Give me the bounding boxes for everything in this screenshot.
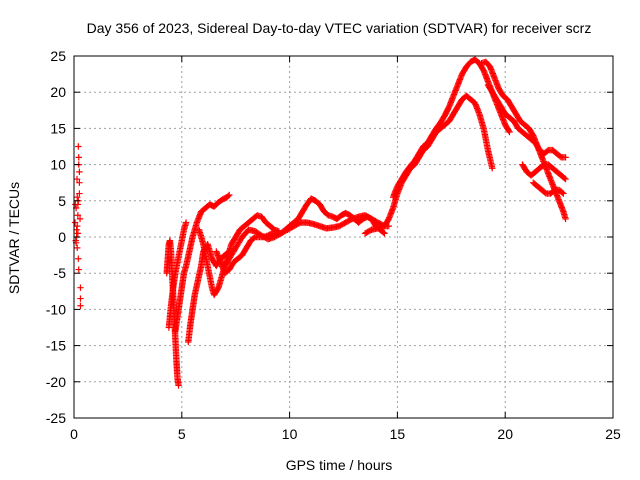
x-tick-label: 0 xyxy=(70,426,78,442)
data-point xyxy=(77,295,84,302)
data-point xyxy=(182,219,190,226)
y-tick-label: -5 xyxy=(54,265,67,281)
data-point xyxy=(71,219,79,226)
data-point xyxy=(72,201,79,208)
y-tick-label: -20 xyxy=(46,374,66,390)
data-point xyxy=(74,222,81,230)
data-point xyxy=(75,154,82,161)
data-point xyxy=(562,215,569,223)
data-point xyxy=(562,175,569,183)
data-point xyxy=(73,175,81,183)
data-point xyxy=(76,190,83,197)
data-points xyxy=(71,56,569,389)
y-tick-label: -25 xyxy=(46,410,66,426)
data-point xyxy=(76,215,84,223)
data-point xyxy=(380,229,387,236)
data-point xyxy=(74,193,81,201)
data-point xyxy=(562,154,569,161)
x-tick-label: 5 xyxy=(178,426,186,442)
y-tick-label: -15 xyxy=(46,338,66,354)
data-point xyxy=(76,168,83,176)
x-tick-label: 25 xyxy=(605,426,621,442)
data-point xyxy=(560,190,567,197)
y-tick-label: 20 xyxy=(50,84,66,100)
tick-labels: 0 5 10 15 20 25 -25 -20 -15 -10 -5 0 5 10 15 20 25 xyxy=(46,48,621,442)
data-point xyxy=(75,255,82,262)
data-point xyxy=(75,143,82,150)
y-tick-label: 5 xyxy=(58,193,66,209)
data-point xyxy=(226,191,233,199)
data-point xyxy=(561,174,568,182)
data-point xyxy=(506,128,513,136)
chart-title: Day 356 of 2023, Sidereal Day-to-day VTE… xyxy=(87,20,592,36)
data-point xyxy=(489,165,496,172)
data-point xyxy=(75,266,82,273)
data-point xyxy=(77,284,84,291)
y-tick-label: 15 xyxy=(50,120,66,136)
x-tick-label: 15 xyxy=(390,426,406,442)
y-tick-label: 25 xyxy=(50,48,66,64)
data-point xyxy=(74,244,81,252)
y-tick-label: 0 xyxy=(58,229,66,245)
data-point xyxy=(559,189,566,196)
data-point xyxy=(381,230,388,237)
x-axis-label: GPS time / hours xyxy=(286,457,393,473)
data-point xyxy=(77,302,84,309)
data-point xyxy=(76,179,83,186)
plot-border xyxy=(73,55,614,419)
data-point xyxy=(175,382,182,389)
y-tick-label: 10 xyxy=(50,157,66,173)
data-point xyxy=(505,127,512,135)
data-point xyxy=(224,192,232,200)
data-point xyxy=(74,212,82,219)
y-tick-label: -10 xyxy=(46,301,66,317)
y-axis-label: SDTVAR / TECUs xyxy=(6,182,22,294)
x-tick-label: 10 xyxy=(282,426,298,442)
data-point xyxy=(74,230,82,237)
x-tick-label: 20 xyxy=(497,426,513,442)
